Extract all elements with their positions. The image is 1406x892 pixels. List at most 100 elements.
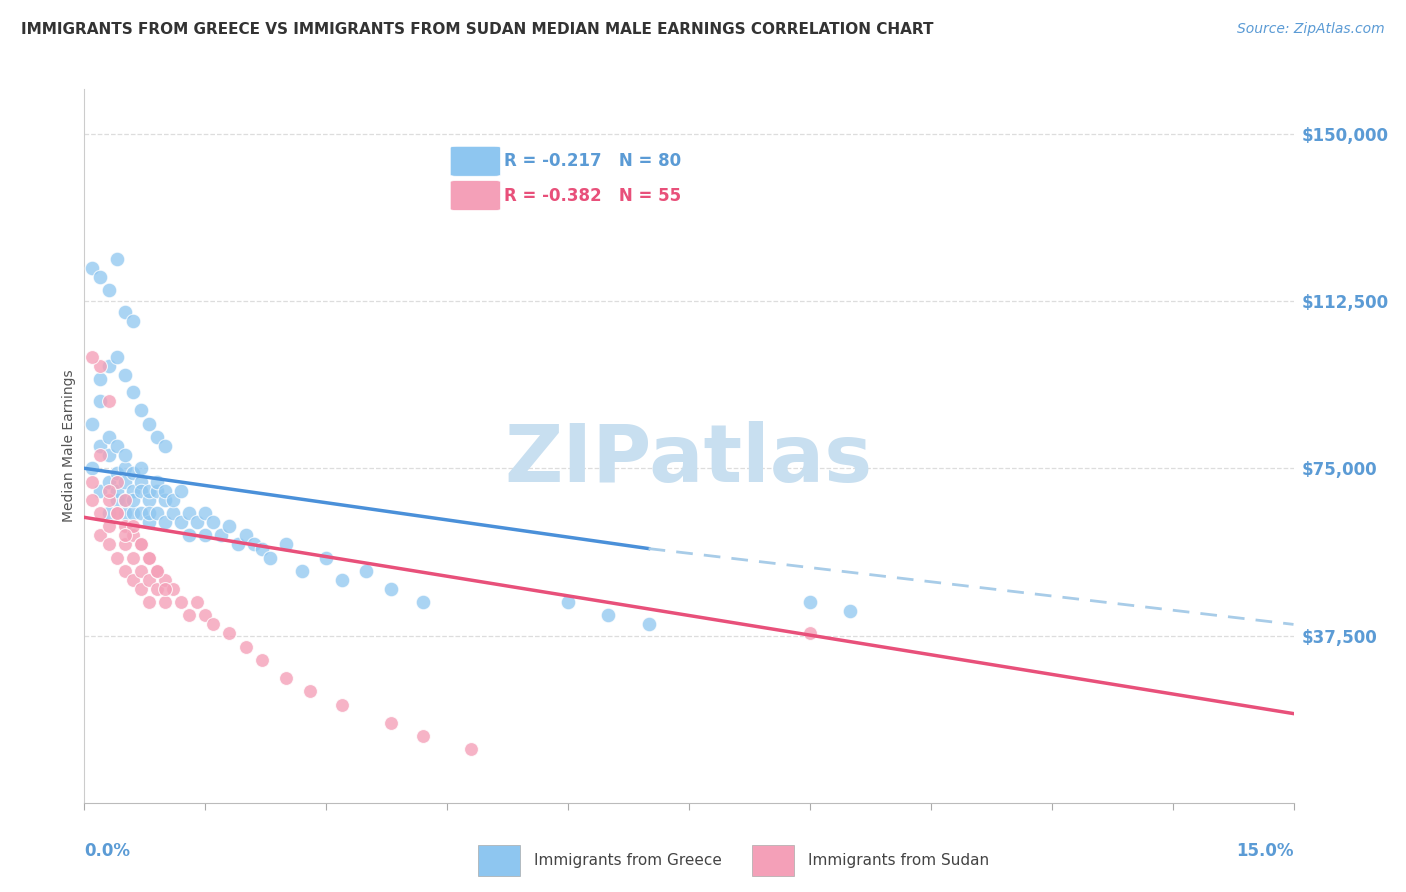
- Y-axis label: Median Male Earnings: Median Male Earnings: [62, 369, 76, 523]
- Point: [315, 550, 337, 565]
- Point: [138, 515, 160, 529]
- Text: Source: ZipAtlas.com: Source: ZipAtlas.com: [1237, 22, 1385, 37]
- Point: [194, 608, 217, 623]
- Point: [146, 475, 169, 489]
- Point: [153, 439, 176, 453]
- Point: [89, 483, 111, 498]
- Point: [89, 269, 111, 284]
- Point: [82, 461, 104, 475]
- Point: [412, 595, 434, 609]
- Point: [186, 595, 208, 609]
- Point: [162, 492, 184, 507]
- Point: [129, 564, 152, 578]
- Point: [194, 506, 217, 520]
- Point: [121, 385, 143, 400]
- Point: [105, 439, 128, 453]
- Point: [114, 564, 136, 578]
- Point: [226, 537, 249, 551]
- Text: R = -0.382   N = 55: R = -0.382 N = 55: [503, 186, 681, 204]
- Point: [121, 528, 143, 542]
- Point: [138, 595, 160, 609]
- Point: [186, 515, 208, 529]
- Point: [105, 550, 128, 565]
- Point: [89, 359, 111, 373]
- Point: [82, 475, 104, 489]
- Point: [146, 564, 169, 578]
- Point: [129, 582, 152, 596]
- Point: [82, 417, 104, 431]
- Point: [146, 564, 169, 578]
- Point: [274, 537, 297, 551]
- Point: [356, 564, 378, 578]
- Point: [291, 564, 314, 578]
- Point: [114, 461, 136, 475]
- Point: [121, 519, 143, 533]
- Point: [170, 595, 193, 609]
- Point: [89, 394, 111, 409]
- Point: [89, 439, 111, 453]
- Point: [138, 483, 160, 498]
- Point: [162, 506, 184, 520]
- Point: [97, 475, 120, 489]
- Point: [97, 430, 120, 444]
- Point: [114, 492, 136, 507]
- Point: [97, 519, 120, 533]
- Point: [105, 483, 128, 498]
- Point: [121, 466, 143, 480]
- Point: [146, 506, 169, 520]
- Point: [114, 492, 136, 507]
- Point: [82, 350, 104, 364]
- Point: [97, 483, 120, 498]
- Point: [97, 359, 120, 373]
- Point: [179, 506, 201, 520]
- Point: [330, 698, 353, 712]
- Point: [129, 461, 152, 475]
- Point: [121, 550, 143, 565]
- Point: [82, 260, 104, 275]
- Point: [170, 515, 193, 529]
- Point: [114, 368, 136, 382]
- Point: [146, 582, 169, 596]
- Point: [138, 506, 160, 520]
- Point: [250, 653, 273, 667]
- Point: [153, 573, 176, 587]
- Point: [557, 595, 579, 609]
- Point: [114, 537, 136, 551]
- Point: [97, 448, 120, 462]
- Point: [380, 582, 402, 596]
- Point: [153, 582, 176, 596]
- Text: 0.0%: 0.0%: [84, 842, 131, 860]
- Point: [129, 537, 152, 551]
- Point: [89, 528, 111, 542]
- Point: [209, 528, 232, 542]
- Point: [97, 492, 120, 507]
- Point: [242, 537, 264, 551]
- Point: [235, 640, 257, 654]
- Point: [105, 466, 128, 480]
- Point: [179, 528, 201, 542]
- Point: [89, 448, 111, 462]
- Text: Immigrants from Sudan: Immigrants from Sudan: [808, 854, 990, 868]
- Point: [114, 475, 136, 489]
- Point: [129, 506, 152, 520]
- Point: [105, 252, 128, 266]
- Point: [380, 715, 402, 730]
- FancyBboxPatch shape: [450, 146, 501, 177]
- Point: [121, 573, 143, 587]
- Point: [121, 506, 143, 520]
- Text: Immigrants from Greece: Immigrants from Greece: [534, 854, 723, 868]
- Point: [105, 506, 128, 520]
- Point: [146, 483, 169, 498]
- Point: [259, 550, 281, 565]
- Point: [129, 475, 152, 489]
- FancyBboxPatch shape: [450, 180, 501, 211]
- Point: [114, 448, 136, 462]
- Point: [235, 528, 257, 542]
- Point: [153, 595, 176, 609]
- Point: [637, 617, 659, 632]
- Point: [799, 595, 821, 609]
- FancyBboxPatch shape: [752, 846, 794, 876]
- Point: [460, 742, 482, 756]
- Point: [97, 506, 120, 520]
- Point: [138, 550, 160, 565]
